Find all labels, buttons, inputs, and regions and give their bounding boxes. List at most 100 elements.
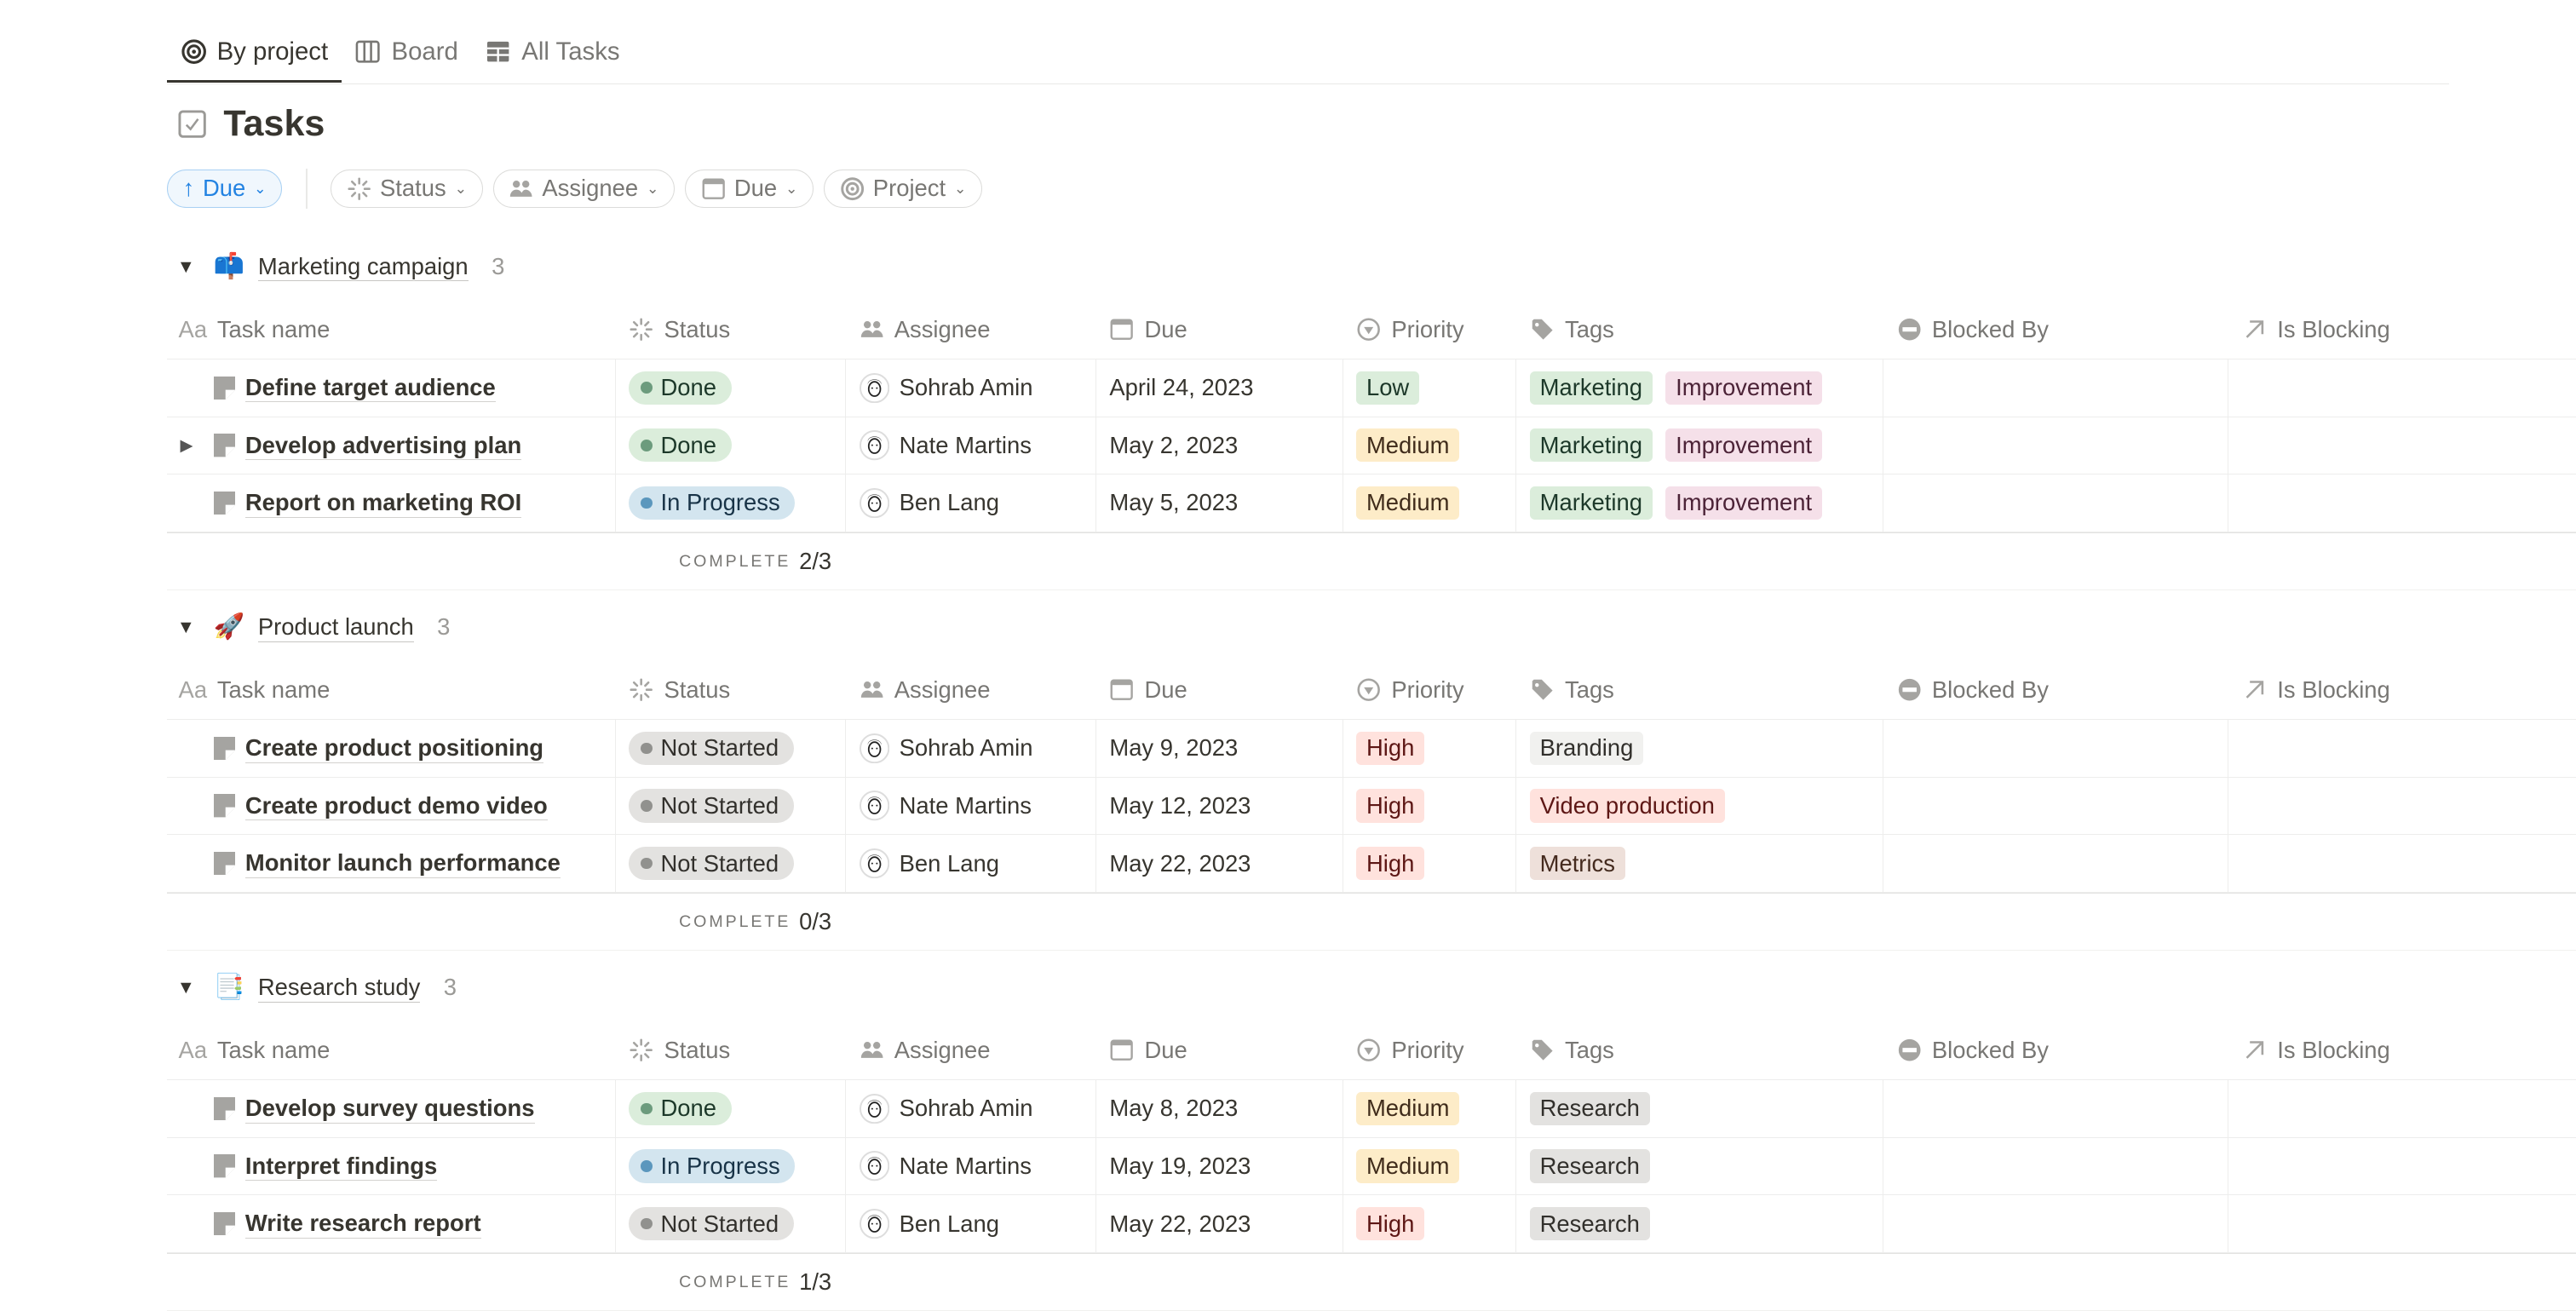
due-cell[interactable]: May 5, 2023 — [1096, 474, 1343, 532]
task-name-cell[interactable]: Define target audience — [167, 359, 616, 417]
status-cell[interactable]: Not Started — [616, 835, 846, 892]
tags-cell[interactable]: Research — [1516, 1080, 1884, 1137]
status-cell[interactable]: In Progress — [616, 474, 846, 532]
task-name-link[interactable]: Develop advertising plan — [244, 431, 522, 461]
status-cell[interactable]: Done — [616, 1080, 846, 1137]
blocked-by-cell[interactable] — [1883, 835, 2229, 892]
blocked-by-cell[interactable] — [1883, 1080, 2229, 1137]
table-row[interactable]: Write research report Not Started Ben Lang… — [166, 1195, 2576, 1253]
task-name-cell[interactable]: ▶ Develop advertising plan — [167, 417, 616, 474]
expand-triangle-icon[interactable]: ▶ — [180, 435, 193, 455]
project-name-link[interactable]: Research study — [257, 973, 421, 1003]
table-row[interactable]: Monitor launch performance Not Started Ben… — [166, 835, 2576, 893]
column-header-is-blocking[interactable]: Is Blocking — [2228, 301, 2575, 359]
filter-project-button[interactable]: Project ⌄ — [824, 169, 983, 208]
task-name-cell[interactable]: Monitor launch performance — [167, 835, 616, 892]
assignee-cell[interactable]: Ben Lang — [846, 835, 1096, 892]
task-name-cell[interactable]: Create product demo video — [167, 777, 616, 835]
status-cell[interactable]: Done — [616, 359, 846, 417]
due-cell[interactable]: May 2, 2023 — [1096, 417, 1343, 474]
column-header-tags[interactable]: Tags — [1516, 1021, 1883, 1080]
task-name-link[interactable]: Define target audience — [244, 373, 496, 403]
is-blocking-cell[interactable] — [2228, 417, 2575, 474]
table-row[interactable]: Develop survey questions Done Sohrab Amin M… — [166, 1080, 2576, 1138]
task-name-cell[interactable]: Write research report — [167, 1195, 616, 1252]
blocked-by-cell[interactable] — [1883, 1137, 2229, 1195]
priority-cell[interactable]: High — [1343, 720, 1517, 777]
tags-cell[interactable]: Video production — [1516, 777, 1884, 835]
task-name-link[interactable]: Create product positioning — [244, 733, 544, 763]
tab-board[interactable]: Board — [342, 23, 472, 80]
is-blocking-cell[interactable] — [2228, 474, 2575, 532]
tab-by-project[interactable]: By project — [166, 23, 342, 83]
assignee-cell[interactable]: Ben Lang — [846, 1195, 1096, 1252]
column-header-status[interactable]: Status — [616, 301, 846, 359]
due-cell[interactable]: May 8, 2023 — [1096, 1080, 1343, 1137]
task-name-link[interactable]: Develop survey questions — [244, 1094, 535, 1124]
column-header-assignee[interactable]: Assignee — [846, 301, 1096, 359]
collapse-triangle-icon[interactable]: ▼ — [176, 256, 195, 277]
due-cell[interactable]: May 19, 2023 — [1096, 1137, 1343, 1195]
column-header-tags[interactable]: Tags — [1516, 301, 1883, 359]
sort-due-button[interactable]: ↑ Due ⌄ — [166, 169, 283, 208]
priority-cell[interactable]: Medium — [1343, 417, 1517, 474]
priority-cell[interactable]: Medium — [1343, 1137, 1517, 1195]
collapse-triangle-icon[interactable]: ▼ — [176, 976, 195, 998]
group-header[interactable]: ▼ 🚀 Product launch 3 — [167, 602, 2576, 653]
task-name-link[interactable]: Report on marketing ROI — [244, 488, 522, 518]
task-name-cell[interactable]: Create product positioning — [167, 720, 616, 777]
is-blocking-cell[interactable] — [2228, 720, 2575, 777]
collapse-triangle-icon[interactable]: ▼ — [176, 616, 195, 637]
tags-cell[interactable]: Research — [1516, 1195, 1884, 1252]
table-row[interactable]: Define target audience Done Sohrab Amin Apr… — [166, 359, 2576, 417]
assignee-cell[interactable]: Ben Lang — [846, 474, 1096, 532]
blocked-by-cell[interactable] — [1883, 474, 2229, 532]
blocked-by-cell[interactable] — [1883, 720, 2229, 777]
is-blocking-cell[interactable] — [2228, 835, 2575, 892]
table-row[interactable]: Interpret findings In Progress Nate Martin… — [166, 1137, 2576, 1196]
status-cell[interactable]: Done — [616, 417, 846, 474]
priority-cell[interactable]: Medium — [1343, 1080, 1517, 1137]
column-header-due[interactable]: Due — [1096, 301, 1343, 359]
is-blocking-cell[interactable] — [2228, 1138, 2575, 1195]
assignee-cell[interactable]: Nate Martins — [846, 777, 1096, 835]
due-cell[interactable]: April 24, 2023 — [1096, 359, 1343, 417]
blocked-by-cell[interactable] — [1883, 359, 2229, 417]
status-cell[interactable]: Not Started — [616, 777, 846, 835]
tags-cell[interactable]: Metrics — [1516, 835, 1884, 892]
column-header-status[interactable]: Status — [616, 661, 846, 720]
column-header-priority[interactable]: Priority — [1343, 301, 1517, 359]
table-row[interactable]: ▶ Develop advertising plan Done Nate Martin… — [166, 417, 2576, 475]
column-header-priority[interactable]: Priority — [1343, 1021, 1517, 1080]
assignee-cell[interactable]: Nate Martins — [846, 1137, 1096, 1195]
column-header-is-blocking[interactable]: Is Blocking — [2228, 1021, 2575, 1080]
tab-all-tasks[interactable]: All Tasks — [472, 23, 634, 80]
column-header-assignee[interactable]: Assignee — [846, 661, 1096, 720]
task-name-cell[interactable]: Report on marketing ROI — [167, 474, 616, 532]
task-name-cell[interactable]: Develop survey questions — [167, 1080, 616, 1137]
priority-cell[interactable]: Low — [1343, 359, 1517, 417]
group-header[interactable]: ▼ 📫 Marketing campaign 3 — [167, 242, 2576, 292]
task-name-link[interactable]: Create product demo video — [244, 791, 548, 821]
column-header-due[interactable]: Due — [1096, 661, 1343, 720]
task-name-link[interactable]: Interpret findings — [244, 1152, 438, 1182]
tags-cell[interactable]: Research — [1516, 1137, 1884, 1195]
column-header-blocked-by[interactable]: Blocked By — [1883, 301, 2228, 359]
column-header-status[interactable]: Status — [616, 1021, 846, 1080]
project-name-link[interactable]: Marketing campaign — [257, 252, 469, 282]
column-header-due[interactable]: Due — [1096, 1021, 1343, 1080]
priority-cell[interactable]: High — [1343, 835, 1517, 892]
is-blocking-cell[interactable] — [2228, 778, 2575, 835]
column-header-is-blocking[interactable]: Is Blocking — [2228, 661, 2575, 720]
blocked-by-cell[interactable] — [1883, 417, 2229, 474]
column-header-task-name[interactable]: Aa Task name — [167, 301, 616, 359]
status-cell[interactable]: In Progress — [616, 1137, 846, 1195]
status-cell[interactable]: Not Started — [616, 1195, 846, 1252]
column-header-priority[interactable]: Priority — [1343, 661, 1517, 720]
priority-cell[interactable]: Medium — [1343, 474, 1517, 532]
column-header-task-name[interactable]: Aa Task name — [167, 1021, 616, 1080]
is-blocking-cell[interactable] — [2228, 1195, 2575, 1252]
column-header-task-name[interactable]: Aa Task name — [167, 661, 616, 720]
tags-cell[interactable]: Marketing Improvement — [1516, 474, 1884, 532]
due-cell[interactable]: May 22, 2023 — [1096, 835, 1343, 892]
